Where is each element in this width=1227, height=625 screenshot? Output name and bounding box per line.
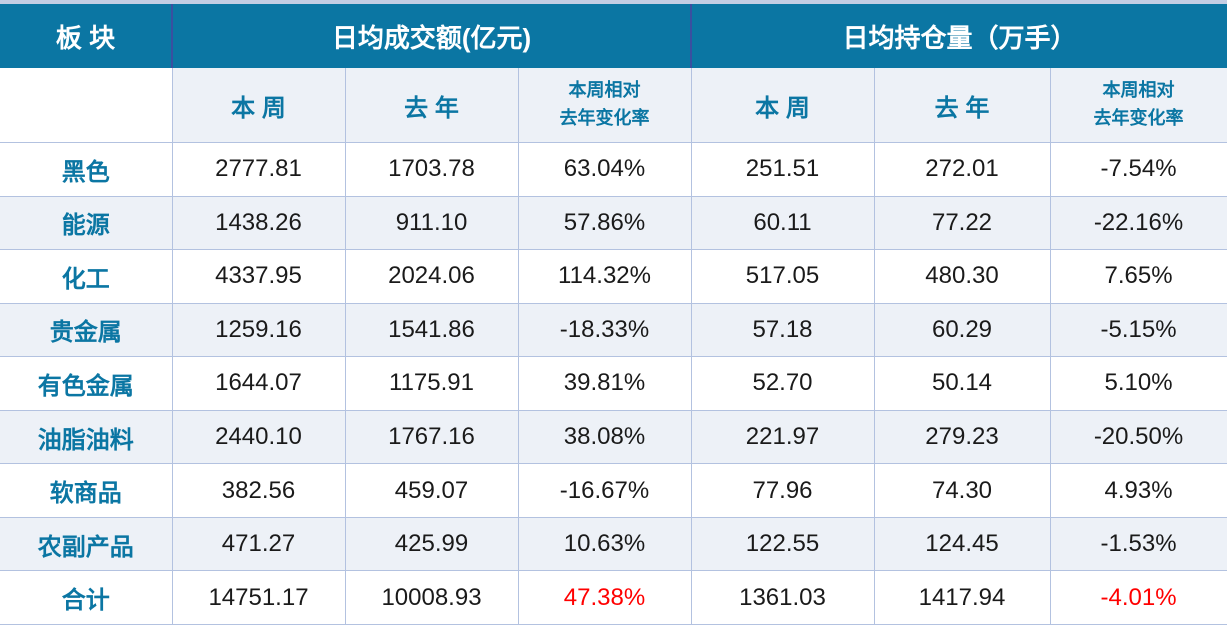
turnover-this-week: 4337.95	[171, 249, 346, 304]
corner-cell	[0, 68, 173, 143]
oi-this-week-total: 1361.03	[690, 570, 875, 625]
oi-change-total: -4.01%	[1049, 570, 1227, 625]
turnover-change: 10.63%	[517, 516, 692, 572]
table-row: 油脂油料 2440.10 1767.16 38.08% 221.97 279.2…	[0, 409, 1227, 465]
turnover-change: -16.67%	[517, 463, 692, 518]
weekly-futures-table: 板 块 日均成交额(亿元) 日均持仓量（万手） 本 周 去 年 本周相对 去年变…	[0, 4, 1227, 625]
turnover-group-header: 日均成交额(亿元)	[171, 4, 691, 68]
oi-this-week: 251.51	[690, 142, 875, 197]
turnover-last-year: 1703.78	[344, 142, 519, 197]
turnover-change: 63.04%	[517, 142, 692, 197]
turnover-last-year: 2024.06	[344, 249, 519, 304]
oi-this-week: 122.55	[690, 516, 875, 572]
table-row: 有色金属 1644.07 1175.91 39.81% 52.70 50.14 …	[0, 356, 1227, 411]
table-row: 黑色 2777.81 1703.78 63.04% 251.51 272.01 …	[0, 142, 1227, 197]
turnover-last-year: 425.99	[344, 516, 519, 572]
table-row: 能源 1438.26 911.10 57.86% 60.11 77.22 -22…	[0, 195, 1227, 251]
group-header-row: 板 块 日均成交额(亿元) 日均持仓量（万手）	[0, 4, 1227, 68]
sector-label: 黑色	[0, 142, 173, 197]
total-label: 合计	[0, 570, 173, 625]
sector-label: 化工	[0, 249, 173, 304]
oi-last-year: 279.23	[873, 409, 1051, 465]
oi-last-year: 60.29	[873, 302, 1051, 358]
table-row: 农副产品 471.27 425.99 10.63% 122.55 124.45 …	[0, 516, 1227, 572]
total-row: 合计 14751.17 10008.93 47.38% 1361.03 1417…	[0, 570, 1227, 625]
turnover-this-week: 2440.10	[171, 409, 346, 465]
turnover-last-year-total: 10008.93	[344, 570, 519, 625]
turnover-this-week-total: 14751.17	[171, 570, 346, 625]
oi-last-year-header: 去 年	[873, 68, 1051, 143]
turnover-change: 38.08%	[517, 409, 692, 465]
oi-last-year: 74.30	[873, 463, 1051, 518]
oi-change: -1.53%	[1049, 516, 1227, 572]
oi-last-year: 50.14	[873, 356, 1051, 411]
oi-last-year: 480.30	[873, 249, 1051, 304]
turnover-change: 39.81%	[517, 356, 692, 411]
turnover-this-week: 382.56	[171, 463, 346, 518]
turnover-this-week: 1259.16	[171, 302, 346, 358]
sector-label: 软商品	[0, 463, 173, 518]
oi-last-year: 272.01	[873, 142, 1051, 197]
oi-this-week: 52.70	[690, 356, 875, 411]
turnover-change-header: 本周相对 去年变化率	[517, 68, 692, 143]
oi-change: 5.10%	[1049, 356, 1227, 411]
oi-change: -22.16%	[1049, 195, 1227, 251]
sub-header-row: 本 周 去 年 本周相对 去年变化率 本 周 去 年 本周相对 去年变化率	[0, 68, 1227, 143]
oi-change: -5.15%	[1049, 302, 1227, 358]
sector-label: 能源	[0, 195, 173, 251]
table-row: 贵金属 1259.16 1541.86 -18.33% 57.18 60.29 …	[0, 302, 1227, 358]
oi-this-week: 57.18	[690, 302, 875, 358]
turnover-this-week: 471.27	[171, 516, 346, 572]
table-row: 化工 4337.95 2024.06 114.32% 517.05 480.30…	[0, 249, 1227, 304]
oi-this-week-header: 本 周	[690, 68, 875, 143]
table-row: 软商品 382.56 459.07 -16.67% 77.96 74.30 4.…	[0, 463, 1227, 518]
turnover-change-total: 47.38%	[517, 570, 692, 625]
oi-this-week: 60.11	[690, 195, 875, 251]
turnover-this-week-header: 本 周	[171, 68, 346, 143]
oi-this-week: 221.97	[690, 409, 875, 465]
turnover-change: 57.86%	[517, 195, 692, 251]
turnover-this-week: 1644.07	[171, 356, 346, 411]
sector-label: 油脂油料	[0, 409, 173, 465]
open-interest-group-header: 日均持仓量（万手）	[689, 4, 1227, 68]
sector-label: 贵金属	[0, 302, 173, 358]
oi-last-year: 124.45	[873, 516, 1051, 572]
turnover-this-week: 1438.26	[171, 195, 346, 251]
oi-this-week: 77.96	[690, 463, 875, 518]
oi-last-year-total: 1417.94	[873, 570, 1051, 625]
turnover-last-year: 911.10	[344, 195, 519, 251]
oi-change-header: 本周相对 去年变化率	[1049, 68, 1227, 143]
oi-this-week: 517.05	[690, 249, 875, 304]
turnover-change: -18.33%	[517, 302, 692, 358]
oi-last-year: 77.22	[873, 195, 1051, 251]
sector-label: 有色金属	[0, 356, 173, 411]
turnover-change: 114.32%	[517, 249, 692, 304]
turnover-last-year: 1175.91	[344, 356, 519, 411]
turnover-this-week: 2777.81	[171, 142, 346, 197]
turnover-last-year: 1541.86	[344, 302, 519, 358]
oi-change: -7.54%	[1049, 142, 1227, 197]
oi-change: 4.93%	[1049, 463, 1227, 518]
sector-column-header: 板 块	[0, 4, 172, 68]
turnover-last-year-header: 去 年	[344, 68, 519, 143]
turnover-last-year: 459.07	[344, 463, 519, 518]
oi-change: -20.50%	[1049, 409, 1227, 465]
turnover-last-year: 1767.16	[344, 409, 519, 465]
oi-change: 7.65%	[1049, 249, 1227, 304]
sector-label: 农副产品	[0, 516, 173, 572]
